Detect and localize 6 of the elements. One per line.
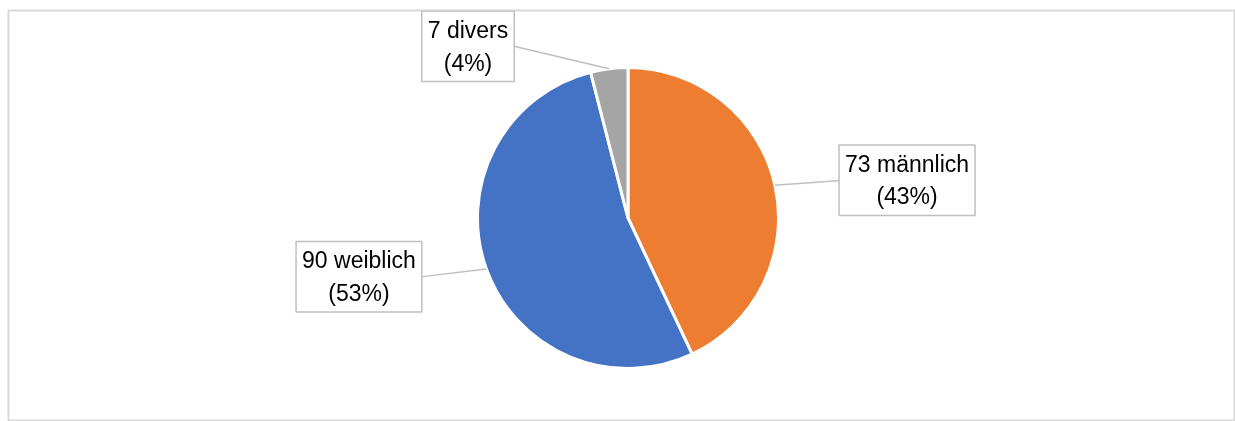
- slice-label: 7 divers: [427, 17, 509, 44]
- slice-label: 73 männlich: [845, 150, 970, 177]
- data-label: (43%): [876, 183, 938, 210]
- slice-label: 90 weiblich: [302, 247, 416, 274]
- data-label: (53%): [328, 279, 390, 306]
- data-label: (4%): [443, 49, 493, 76]
